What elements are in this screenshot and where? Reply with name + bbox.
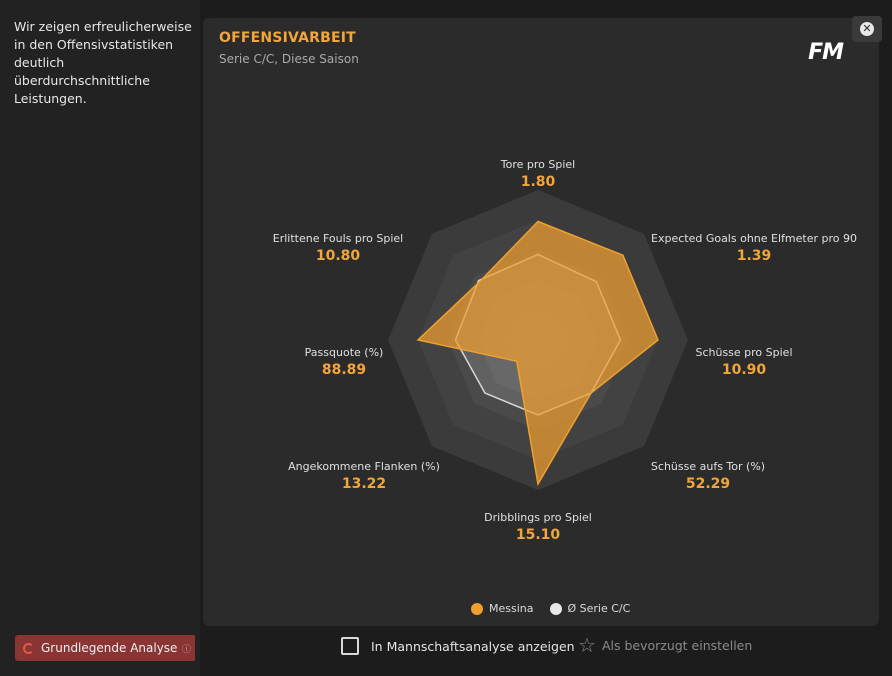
axis-label: Erlittene Fouls pro Spiel [273, 232, 403, 245]
analysis-ring-icon [23, 642, 34, 654]
analysis-description: Wir zeigen erfreulicherweise in den Offe… [14, 19, 192, 106]
set-favorite-button[interactable]: ☆ Als bevorzugt einstellen [578, 633, 753, 657]
card-subtitle: Serie C/C, Diese Saison [219, 52, 359, 66]
axis-label: Expected Goals ohne Elfmeter pro 90 [651, 232, 857, 245]
radar-chart: Tore pro Spiel 1.80 Expected Goals ohne El… [273, 158, 857, 543]
legend-item-messina: Messina [471, 602, 534, 615]
radar-series-messina [416, 220, 659, 487]
team-analysis-label: In Mannschaftsanalyse anzeigen [371, 638, 575, 654]
set-favorite-label: Als bevorzugt einstellen [601, 637, 753, 653]
close-icon: ✕ [860, 22, 874, 36]
info-icon[interactable]: ⓘ [181, 644, 191, 655]
basic-analysis-button[interactable]: Grundlegende Analyse ⓘ [15, 635, 195, 661]
axis-value: 1.39 [737, 248, 772, 264]
team-analysis-toggle[interactable]: In Mannschaftsanalyse anzeigen [341, 637, 575, 655]
legend-label: Ø Serie C/C [567, 602, 631, 615]
axis-value: 52.29 [686, 476, 730, 492]
basic-analysis-label: Grundlegende Analyse [41, 641, 178, 655]
fm-logo: FM [808, 40, 844, 65]
axis-label: Schüsse aufs Tor (%) [651, 460, 765, 473]
close-button[interactable]: ✕ [852, 16, 882, 42]
legend-label: Messina [489, 602, 534, 615]
axis-label: Dribblings pro Spiel [484, 511, 592, 524]
axis-value: 10.90 [722, 362, 767, 378]
axis-value: 10.80 [316, 248, 361, 264]
axis-value: 88.89 [322, 362, 366, 378]
left-panel: Wir zeigen erfreulicherweise in den Offe… [0, 0, 200, 676]
legend-item-average: Ø Serie C/C [549, 602, 631, 615]
offensive-work-card: OFFENSIVARBEIT Serie C/C, Diese Saison F… [203, 18, 879, 626]
axis-value: 15.10 [516, 527, 561, 543]
axis-label: Passquote (%) [305, 346, 384, 359]
card-title: OFFENSIVARBEIT [219, 30, 356, 46]
axis-label: Tore pro Spiel [500, 158, 575, 171]
axis-value: 1.80 [521, 174, 556, 190]
axis-label: Angekommene Flanken (%) [288, 460, 440, 473]
legend-dot-icon [549, 602, 562, 615]
axis-value: 13.22 [342, 476, 386, 492]
axis-label: Schüsse pro Spiel [695, 346, 792, 359]
legend-dot-icon [471, 602, 483, 615]
star-icon: ☆ [578, 633, 596, 657]
chart-legend: Messina Ø Serie C/C [471, 602, 646, 615]
team-analysis-checkbox[interactable] [341, 637, 359, 655]
